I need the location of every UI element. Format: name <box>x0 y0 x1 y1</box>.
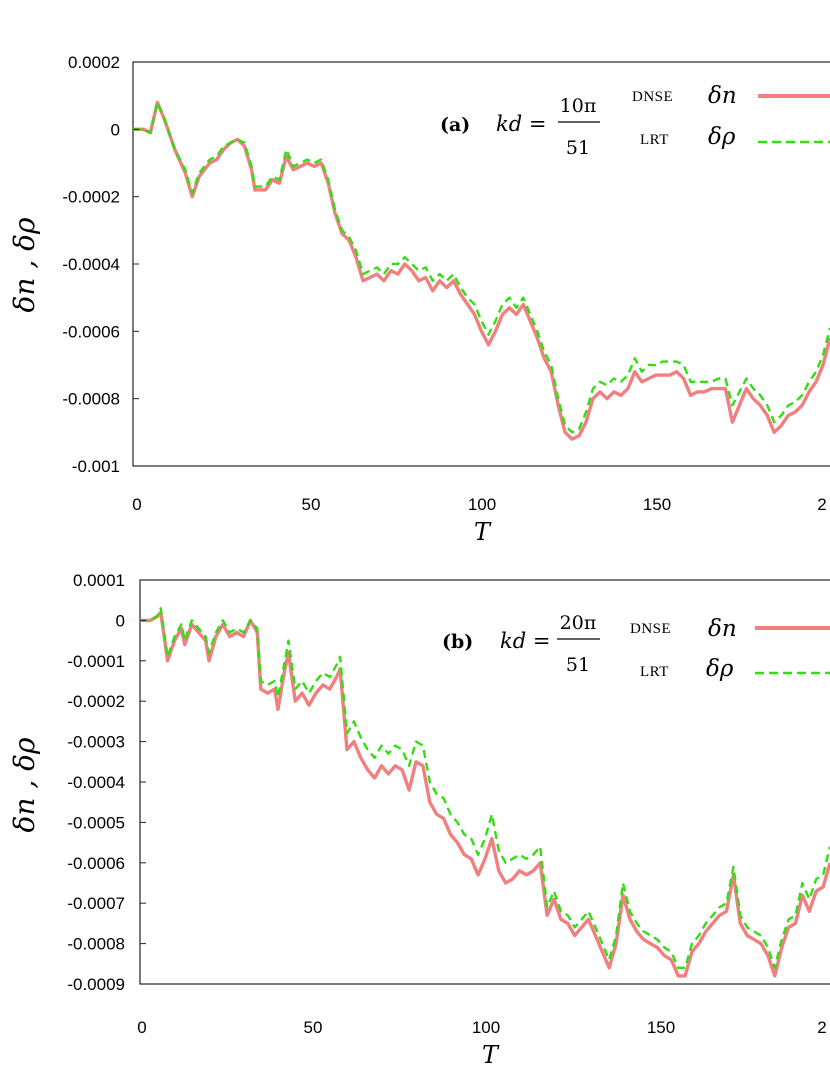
x-axis-label: T <box>482 1041 500 1069</box>
kd-denominator: 51 <box>566 654 590 676</box>
y-tick-label: 0.0001 <box>73 571 125 590</box>
x-tick-label: 50 <box>302 495 321 514</box>
y-tick-label: 0 <box>116 611 125 630</box>
legend-name-drho: δρ <box>708 124 736 150</box>
legend-name-dn: δn <box>708 83 737 109</box>
y-tick-label: 0.0002 <box>68 53 120 72</box>
annotation-b: (b) kd = 20π 51 <box>442 612 600 676</box>
legend-a: DNSE δn LRT δρ <box>632 83 830 150</box>
panel-label: (a) <box>440 114 470 136</box>
x-tick-label: 2 <box>817 495 826 514</box>
y-axis-a: 0.0002 0 -0.0002 -0.0004 -0.0006 -0.0008 -0.00… <box>62 53 139 476</box>
x-tick-label: 0 <box>132 495 141 514</box>
x-tick-label: 2 <box>817 1018 826 1037</box>
x-tick-label: 150 <box>647 1018 675 1037</box>
legend-name-drho: δρ <box>706 656 734 682</box>
y-tick-label: -0.0006 <box>62 322 120 341</box>
legend-name-dn: δn <box>708 616 737 642</box>
legend-tag-lrt: LRT <box>640 664 669 680</box>
annotation-a: (a) kd = 10π 51 <box>440 95 600 159</box>
y-tick-label: -0.0008 <box>62 390 120 409</box>
y-axis-label: δn , δρ <box>8 217 41 312</box>
y-tick-label: -0.0007 <box>67 894 125 913</box>
x-axis-label: T <box>474 518 492 546</box>
y-tick-label: -0.0003 <box>67 733 125 752</box>
y-tick-label: -0.0004 <box>62 255 120 274</box>
kd-numerator: 10π <box>560 95 597 117</box>
legend-tag-dnse: DNSE <box>632 89 673 105</box>
y-tick-label: 0 <box>111 120 120 139</box>
x-axis-b: 0 50 100 150 2 <box>137 1018 826 1037</box>
y-tick-label: -0.0009 <box>67 975 125 994</box>
legend-tag-lrt: LRT <box>640 132 669 148</box>
y-tick-label: -0.0004 <box>67 773 125 792</box>
y-tick-label: -0.0002 <box>62 188 120 207</box>
y-tick-label: -0.0001 <box>67 652 125 671</box>
panel-label: (b) <box>442 631 473 653</box>
x-tick-label: 100 <box>472 1018 500 1037</box>
kd-lhs: kd = <box>500 629 550 653</box>
series-line-dn <box>133 100 830 441</box>
y-tick-label: -0.0008 <box>67 935 125 954</box>
plot-area-a <box>132 61 830 467</box>
chart-panel-b: 0.0001 0 -0.0001 -0.0002 -0.0003 -0.0004 -0.00… <box>8 571 830 1069</box>
series-line-dn <box>140 610 830 978</box>
y-tick-label: -0.0006 <box>67 854 125 873</box>
y-tick-label: -0.001 <box>72 457 120 476</box>
x-tick-label: 0 <box>137 1018 146 1037</box>
y-axis-label: δn , δρ <box>8 737 41 832</box>
legend-b: DNSE δn LRT δρ <box>630 616 830 682</box>
legend-tag-dnse: DNSE <box>630 621 671 637</box>
y-tick-label: -0.0002 <box>67 692 125 711</box>
x-tick-label: 100 <box>468 495 496 514</box>
series-line-drho <box>133 101 830 434</box>
chart-panel-a: 0.0002 0 -0.0002 -0.0004 -0.0006 -0.0008 -0.00… <box>8 53 830 546</box>
y-axis-b: 0.0001 0 -0.0001 -0.0002 -0.0003 -0.0004 -0.00… <box>67 571 146 994</box>
kd-denominator: 51 <box>566 137 590 159</box>
x-tick-label: 50 <box>304 1018 323 1037</box>
y-tick-label: -0.0005 <box>67 813 125 832</box>
series-line-drho <box>140 607 830 969</box>
x-axis-a: 0 50 100 150 2 <box>132 495 826 514</box>
x-tick-label: 150 <box>643 495 671 514</box>
kd-lhs: kd = <box>496 112 546 136</box>
plot-frame <box>132 61 830 467</box>
kd-numerator: 20π <box>560 612 597 634</box>
